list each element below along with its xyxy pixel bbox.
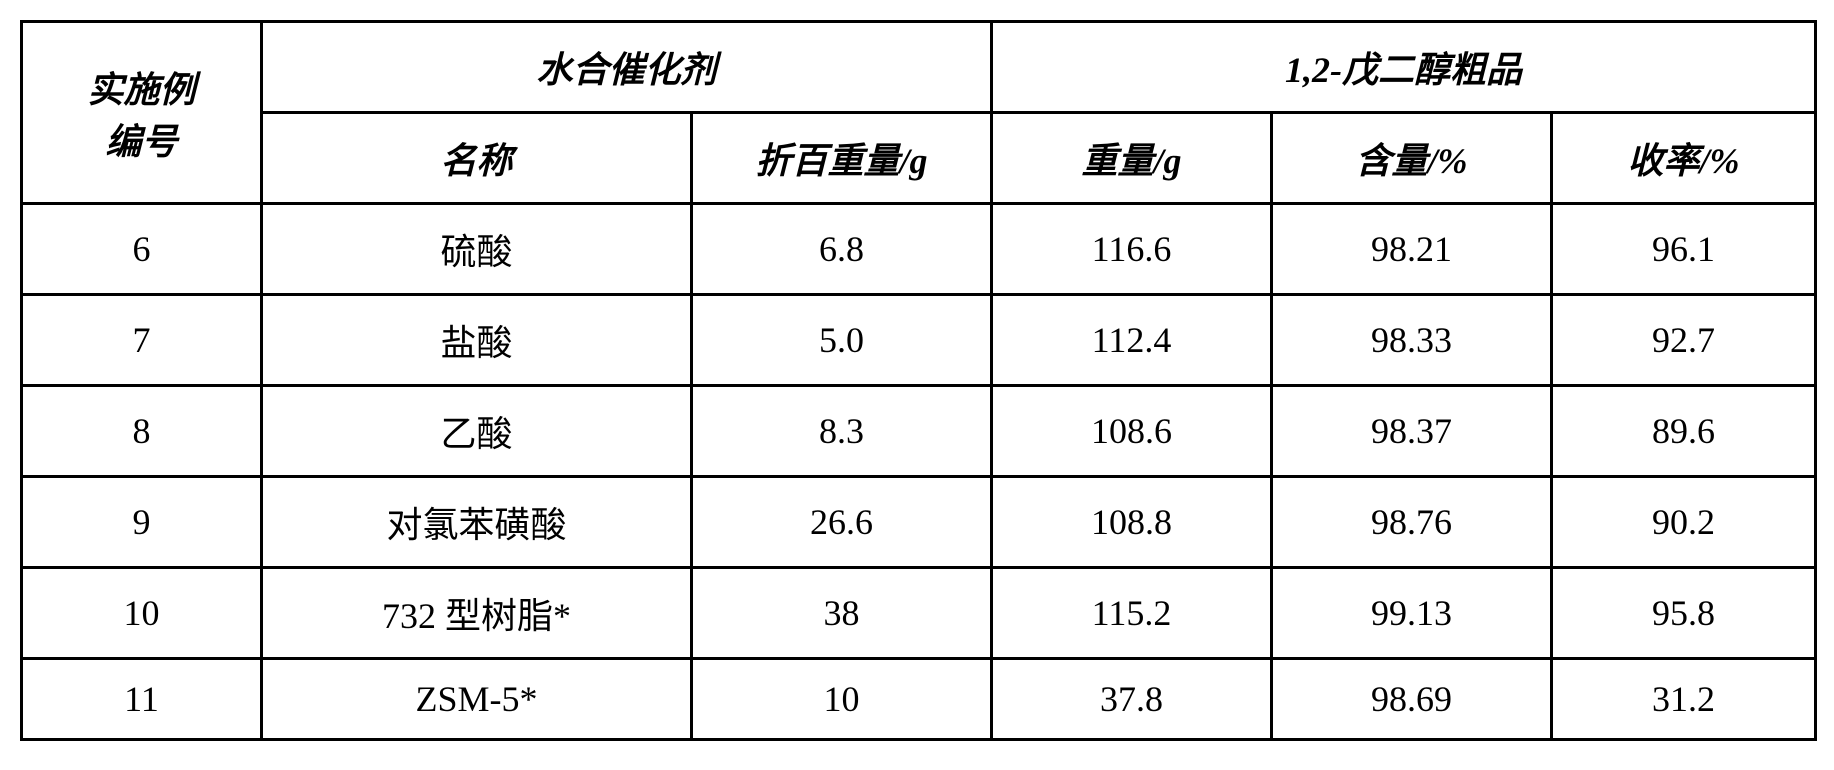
catalyst-results-table: 实施例 编号 水合催化剂 1,2-戊二醇粗品 名称 折百重量/g 重量/g 含量… (20, 20, 1817, 741)
header-group-catalyst: 水合催化剂 (262, 22, 992, 113)
cell-content: 99.13 (1272, 568, 1552, 659)
cell-name: 对氯苯磺酸 (262, 477, 692, 568)
cell-weight-pure: 26.6 (692, 477, 992, 568)
cell-weight-pure: 8.3 (692, 386, 992, 477)
cell-id: 11 (22, 659, 262, 740)
cell-id: 8 (22, 386, 262, 477)
cell-weight: 37.8 (992, 659, 1272, 740)
table-row: 10 732 型树脂* 38 115.2 99.13 95.8 (22, 568, 1816, 659)
header-id-line2: 编号 (31, 113, 252, 165)
table-row: 8 乙酸 8.3 108.6 98.37 89.6 (22, 386, 1816, 477)
cell-yield: 31.2 (1552, 659, 1816, 740)
table-body: 6 硫酸 6.8 116.6 98.21 96.1 7 盐酸 5.0 112.4… (22, 204, 1816, 740)
cell-name: 乙酸 (262, 386, 692, 477)
cell-content: 98.37 (1272, 386, 1552, 477)
header-example-id: 实施例 编号 (22, 22, 262, 204)
header-id-line1: 实施例 (31, 61, 252, 113)
cell-yield: 90.2 (1552, 477, 1816, 568)
cell-yield: 92.7 (1552, 295, 1816, 386)
cell-weight: 108.8 (992, 477, 1272, 568)
cell-name: 硫酸 (262, 204, 692, 295)
cell-weight: 116.6 (992, 204, 1272, 295)
cell-content: 98.76 (1272, 477, 1552, 568)
header-group-product: 1,2-戊二醇粗品 (992, 22, 1816, 113)
cell-yield: 95.8 (1552, 568, 1816, 659)
cell-weight-pure: 6.8 (692, 204, 992, 295)
cell-yield: 96.1 (1552, 204, 1816, 295)
cell-content: 98.21 (1272, 204, 1552, 295)
cell-name: 732 型树脂* (262, 568, 692, 659)
table-row: 7 盐酸 5.0 112.4 98.33 92.7 (22, 295, 1816, 386)
cell-id: 7 (22, 295, 262, 386)
cell-id: 9 (22, 477, 262, 568)
cell-name: 盐酸 (262, 295, 692, 386)
table-row: 9 对氯苯磺酸 26.6 108.8 98.76 90.2 (22, 477, 1816, 568)
cell-content: 98.69 (1272, 659, 1552, 740)
header-name: 名称 (262, 113, 692, 204)
cell-content: 98.33 (1272, 295, 1552, 386)
cell-yield: 89.6 (1552, 386, 1816, 477)
header-weight-pure: 折百重量/g (692, 113, 992, 204)
cell-id: 6 (22, 204, 262, 295)
cell-weight-pure: 38 (692, 568, 992, 659)
cell-weight-pure: 10 (692, 659, 992, 740)
table-row: 11 ZSM-5* 10 37.8 98.69 31.2 (22, 659, 1816, 740)
table-row: 6 硫酸 6.8 116.6 98.21 96.1 (22, 204, 1816, 295)
header-row-2: 名称 折百重量/g 重量/g 含量/% 收率/% (22, 113, 1816, 204)
cell-weight: 112.4 (992, 295, 1272, 386)
header-yield: 收率/% (1552, 113, 1816, 204)
cell-weight: 115.2 (992, 568, 1272, 659)
cell-weight: 108.6 (992, 386, 1272, 477)
header-row-1: 实施例 编号 水合催化剂 1,2-戊二醇粗品 (22, 22, 1816, 113)
cell-id: 10 (22, 568, 262, 659)
header-weight: 重量/g (992, 113, 1272, 204)
header-content: 含量/% (1272, 113, 1552, 204)
table-header: 实施例 编号 水合催化剂 1,2-戊二醇粗品 名称 折百重量/g 重量/g 含量… (22, 22, 1816, 204)
cell-name: ZSM-5* (262, 659, 692, 740)
cell-weight-pure: 5.0 (692, 295, 992, 386)
